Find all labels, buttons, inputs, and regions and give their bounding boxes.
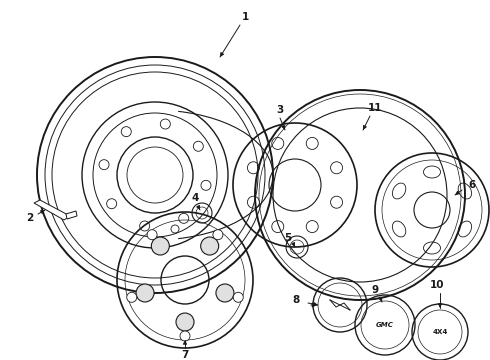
Text: 10: 10 xyxy=(430,280,444,290)
Text: 4X4: 4X4 xyxy=(432,329,448,335)
Circle shape xyxy=(136,284,154,302)
Polygon shape xyxy=(66,211,77,219)
Circle shape xyxy=(233,292,243,302)
Circle shape xyxy=(180,331,190,341)
Text: 4: 4 xyxy=(191,193,198,203)
Circle shape xyxy=(176,313,194,331)
Text: 1: 1 xyxy=(242,12,248,22)
Circle shape xyxy=(147,230,157,240)
Text: 6: 6 xyxy=(468,180,476,190)
Text: 8: 8 xyxy=(293,295,299,305)
Text: 5: 5 xyxy=(284,233,292,243)
Circle shape xyxy=(127,292,137,302)
Text: 7: 7 xyxy=(181,350,189,360)
Circle shape xyxy=(151,237,170,255)
Text: 11: 11 xyxy=(368,103,382,113)
Text: 3: 3 xyxy=(276,105,284,115)
Circle shape xyxy=(201,237,219,255)
Polygon shape xyxy=(34,200,70,220)
Circle shape xyxy=(216,284,234,302)
Text: 2: 2 xyxy=(26,213,34,223)
Text: GMC: GMC xyxy=(376,322,394,328)
Circle shape xyxy=(213,230,223,240)
Text: 9: 9 xyxy=(371,285,379,295)
